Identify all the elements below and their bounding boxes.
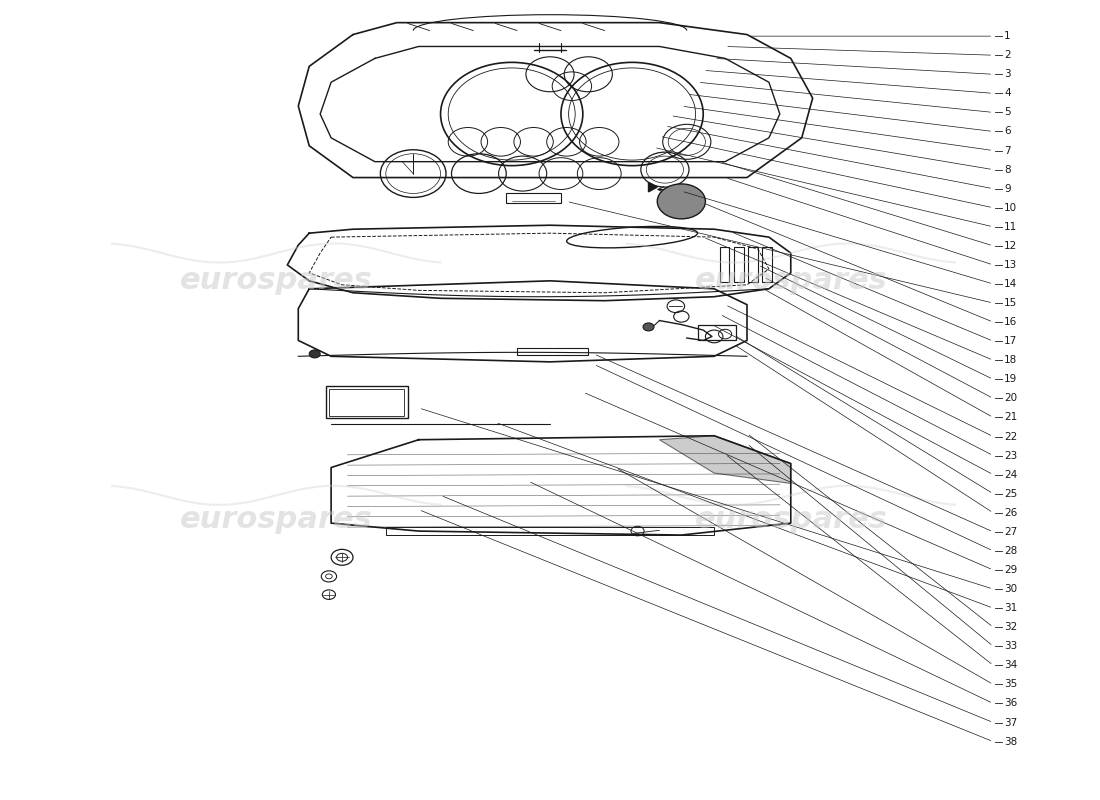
Text: 9: 9 [1004, 184, 1011, 194]
Bar [386, 527, 714, 535]
Bar [762, 246, 772, 282]
Text: eurospares: eurospares [694, 266, 888, 295]
Bar [719, 246, 729, 282]
Text: 20: 20 [1004, 394, 1018, 403]
Bar [329, 389, 405, 416]
Text: 8: 8 [1004, 165, 1011, 174]
Text: 35: 35 [1004, 679, 1018, 690]
Text: 7: 7 [1004, 146, 1011, 155]
Text: 19: 19 [1004, 374, 1018, 384]
Polygon shape [649, 182, 658, 192]
Bar [697, 325, 736, 341]
Text: 29: 29 [1004, 565, 1018, 575]
Text: 38: 38 [1004, 737, 1018, 746]
Circle shape [658, 184, 705, 219]
Circle shape [309, 350, 320, 358]
Text: 4: 4 [1004, 88, 1011, 98]
Text: 13: 13 [1004, 260, 1018, 270]
Text: 17: 17 [1004, 336, 1018, 346]
Text: 36: 36 [1004, 698, 1018, 709]
Bar [517, 348, 588, 354]
Text: 26: 26 [1004, 508, 1018, 518]
Text: 16: 16 [1004, 317, 1018, 327]
Circle shape [644, 323, 654, 331]
Text: 33: 33 [1004, 642, 1018, 651]
Text: 34: 34 [1004, 660, 1018, 670]
Text: 25: 25 [1004, 489, 1018, 498]
Text: 31: 31 [1004, 603, 1018, 613]
Text: 24: 24 [1004, 470, 1018, 480]
Text: 12: 12 [1004, 241, 1018, 251]
Text: 15: 15 [1004, 298, 1018, 308]
Text: 5: 5 [1004, 107, 1011, 118]
Bar [748, 246, 758, 282]
Text: 14: 14 [1004, 279, 1018, 289]
Bar [734, 246, 744, 282]
Text: 10: 10 [1004, 202, 1018, 213]
Bar [506, 194, 561, 203]
Text: 1: 1 [1004, 31, 1011, 41]
Text: eurospares: eurospares [694, 505, 888, 534]
Ellipse shape [566, 226, 697, 248]
Text: 28: 28 [1004, 546, 1018, 556]
Text: 23: 23 [1004, 450, 1018, 461]
Text: 6: 6 [1004, 126, 1011, 137]
Text: 32: 32 [1004, 622, 1018, 632]
Text: eurospares: eurospares [180, 266, 373, 295]
Text: 3: 3 [1004, 70, 1011, 79]
Text: 18: 18 [1004, 355, 1018, 366]
Text: eurospares: eurospares [180, 505, 373, 534]
Text: 22: 22 [1004, 431, 1018, 442]
Text: 30: 30 [1004, 584, 1018, 594]
Bar [326, 386, 408, 418]
Text: 27: 27 [1004, 527, 1018, 537]
Text: 2: 2 [1004, 50, 1011, 60]
Text: 11: 11 [1004, 222, 1018, 232]
Text: 37: 37 [1004, 718, 1018, 727]
Text: 21: 21 [1004, 413, 1018, 422]
Polygon shape [659, 436, 791, 483]
